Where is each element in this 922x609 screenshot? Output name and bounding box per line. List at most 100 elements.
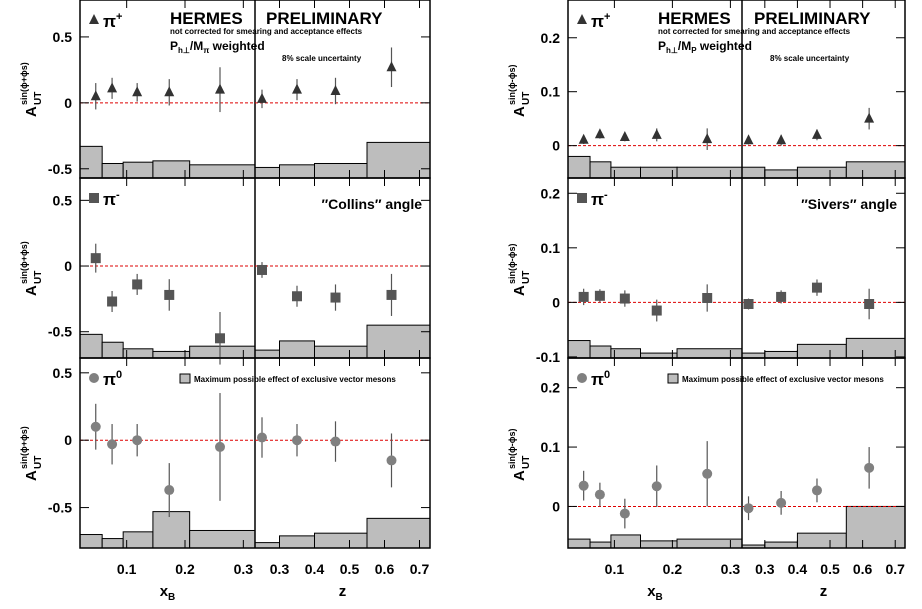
x-label-main: x <box>160 583 169 600</box>
x-tick-label: 0.1 <box>605 561 625 577</box>
note: not corrected for smearing and acceptanc… <box>658 27 851 36</box>
y-label-sub: UT <box>33 92 44 105</box>
marker <box>292 83 302 94</box>
y-tick-label: -0.5 <box>48 324 72 340</box>
marker <box>577 193 587 203</box>
y-tick-label: 0.1 <box>541 84 561 100</box>
marker <box>164 86 175 97</box>
subtitle: PRELIMINARY <box>754 9 871 28</box>
systematic-band <box>640 540 678 549</box>
systematic-band <box>589 541 612 549</box>
x-axis-label: z <box>820 583 828 600</box>
y-label-sub: UT <box>521 92 532 105</box>
systematic-band <box>764 169 798 179</box>
marker <box>811 282 822 293</box>
panel-row: -0.5 0 0.5 0.1 0.2 0.3 0.3 0.4 0.5 0.6 0.7 Asin(ϕ+ϕ… <box>19 357 431 577</box>
y-tick-label: 0 <box>552 138 560 154</box>
weight-part: P <box>691 46 697 55</box>
systematic-band <box>152 350 191 359</box>
row-label: π- <box>103 189 120 209</box>
row-label: π0 <box>591 369 610 389</box>
systematic-band <box>122 161 154 179</box>
y-tick-label: 0 <box>552 498 560 514</box>
systematic-band <box>610 166 641 179</box>
y-label-main: A <box>511 285 528 296</box>
y-label-main: A <box>511 470 528 481</box>
weight-part: /M <box>678 39 691 53</box>
marker <box>292 435 302 446</box>
scale-note: 8% scale uncertainty <box>770 54 850 63</box>
y-label-sup: sin(ϕ+ϕs) <box>19 241 29 284</box>
y-label-main: A <box>511 106 528 117</box>
systematic-band <box>741 166 766 179</box>
marker <box>594 128 605 139</box>
marker <box>330 84 341 95</box>
marker <box>215 333 225 344</box>
marker <box>811 485 822 496</box>
x-axis-label: xB <box>647 583 663 603</box>
systematic-band <box>567 155 591 179</box>
x-tick-label: 0.5 <box>340 561 360 577</box>
marker <box>89 193 99 203</box>
marker <box>743 299 754 309</box>
y-tick-label: 0 <box>552 294 560 310</box>
row-label-symbol: π <box>103 370 116 389</box>
systematic-band <box>152 511 191 549</box>
systematic-band <box>254 542 280 549</box>
angle-label: ″Collins″ angle <box>321 196 422 212</box>
marker <box>386 289 397 300</box>
note: not corrected for smearing and acceptanc… <box>170 27 363 36</box>
marker <box>619 508 630 519</box>
marker <box>257 92 267 103</box>
x-tick-label: 0.7 <box>410 561 430 577</box>
y-label-main: A <box>23 285 40 296</box>
systematic-band <box>567 538 591 549</box>
marker <box>132 279 143 290</box>
y-tick-label: 0.1 <box>541 439 561 455</box>
x-tick-label: 0.2 <box>663 561 683 577</box>
systematic-band <box>279 340 315 359</box>
x-tick-label: 0.7 <box>885 561 905 577</box>
y-tick-label: 0 <box>64 95 72 111</box>
y-tick-label: 0.2 <box>541 30 561 46</box>
marker <box>578 291 589 302</box>
row-label: π+ <box>103 11 122 31</box>
row-label-symbol: π <box>591 190 604 209</box>
panel-row: 0 0.1 0.2 0.1 0.2 0.3 0.3 0.4 0.5 0.6 0.7 Asin(ϕ-ϕs… <box>507 357 906 577</box>
marker <box>577 373 587 383</box>
systematic-band <box>101 162 124 179</box>
row-label: π+ <box>591 11 610 31</box>
systematic-band <box>567 340 591 359</box>
marker <box>386 61 397 72</box>
x-tick-label: 0.6 <box>853 561 873 577</box>
marker <box>651 128 662 139</box>
y-tick-label: 0.5 <box>53 365 73 381</box>
systematic-band <box>122 348 154 359</box>
systematic-band <box>845 161 906 179</box>
marker <box>578 133 589 144</box>
systematic-band <box>676 166 743 179</box>
legend-swatch <box>667 373 679 384</box>
marker <box>864 462 875 473</box>
marker <box>292 291 302 302</box>
systematic-band <box>366 517 431 549</box>
y-label-sup: sin(ϕ+ϕs) <box>19 62 29 105</box>
marker <box>164 485 175 496</box>
title: HERMES <box>170 9 243 28</box>
marker <box>257 264 267 275</box>
systematic-band <box>796 166 847 179</box>
title: HERMES <box>658 9 731 28</box>
legend-note: Maximum possible effect of exclusive vec… <box>682 375 884 384</box>
x-tick-label: 0.2 <box>175 561 195 577</box>
systematic-band <box>589 345 612 359</box>
subtitle: PRELIMINARY <box>266 9 383 28</box>
y-tick-label: 0.5 <box>53 192 73 208</box>
marker <box>702 468 713 479</box>
systematic-band <box>764 541 798 549</box>
